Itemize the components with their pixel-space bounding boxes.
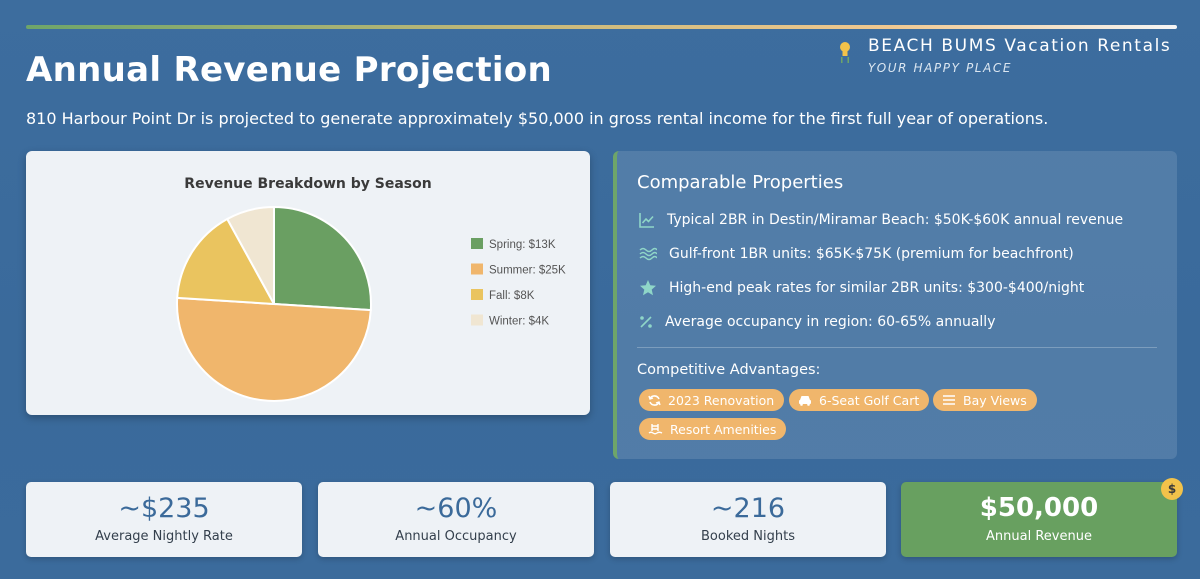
stat-value: ~60% <box>414 493 498 524</box>
advantages-title: Competitive Advantages: <box>637 362 821 378</box>
lightbulb-icon <box>840 42 850 63</box>
comparable-item-text: Typical 2BR in Destin/Miramar Beach: $50… <box>667 212 1124 228</box>
stat-label: Annual Occupancy <box>395 529 517 544</box>
comparable-item: Gulf-front 1BR units: $65K-$75K (premium… <box>639 243 1074 265</box>
divider <box>637 347 1157 348</box>
legend-label-spring: Spring: $13K <box>489 239 556 251</box>
comparables-title: Comparable Properties <box>637 172 844 193</box>
stat-value: ~$235 <box>118 493 210 524</box>
waves-icon <box>943 395 955 405</box>
stat-label: Booked Nights <box>701 529 795 544</box>
chart-line-icon <box>639 213 654 228</box>
pie-slice-summer <box>176 296 372 402</box>
top-accent-bar <box>26 25 1177 29</box>
legend-swatch-summer <box>471 263 483 275</box>
stat-card-annual-revenue: $50,000 Annual Revenue $ <box>901 478 1183 557</box>
legend-swatch-fall <box>471 289 483 300</box>
legend-swatch-spring <box>471 238 483 249</box>
legend-swatch-winter <box>471 314 483 326</box>
pie-slice-spring <box>273 205 372 312</box>
pool-icon <box>648 423 663 434</box>
comparable-item: High-end peak rates for similar 2BR unit… <box>639 277 1084 299</box>
pie-slice-fall <box>176 217 276 306</box>
stat-card-booked-nights: ~216 Booked Nights <box>610 482 886 557</box>
legend-label-fall: Fall: $8K <box>489 290 535 302</box>
pie-slice-winter <box>225 205 275 305</box>
page-subtitle: 810 Harbour Point Dr is projected to gen… <box>26 109 1049 128</box>
comparable-item-text: Gulf-front 1BR units: $65K-$75K (premium… <box>669 246 1074 262</box>
advantage-badge-resort-amenities: Resort Amenities <box>639 418 787 440</box>
advantage-badge-renovation: 2023 Renovation <box>639 389 785 411</box>
advantage-badge-golf-cart: 6-Seat Golf Cart <box>789 389 930 411</box>
car-icon <box>799 396 811 406</box>
chart-title: Revenue Breakdown by Season <box>184 176 431 192</box>
percent-icon <box>640 316 652 328</box>
comparable-item-text: High-end peak rates for similar 2BR unit… <box>669 280 1085 296</box>
comparable-item: Average occupancy in region: 60-65% annu… <box>639 311 995 333</box>
stat-value: $50,000 <box>979 493 1099 523</box>
comparable-item: Typical 2BR in Destin/Miramar Beach: $50… <box>639 209 1123 231</box>
water-waves-icon <box>639 247 657 261</box>
refresh-icon <box>648 394 661 406</box>
dollar-coin-icon: $ <box>1161 478 1183 500</box>
stat-label: Annual Revenue <box>986 529 1092 544</box>
revenue-pie-chart: Revenue Breakdown by Season Spring: $13K… <box>176 176 566 402</box>
comparable-properties-card: Comparable Properties Typical 2BR in Des… <box>613 151 1177 459</box>
legend-label-summer: Summer: $25K <box>489 265 566 277</box>
stat-label: Average Nightly Rate <box>95 529 233 544</box>
advantage-label: 2023 Renovation <box>668 392 775 408</box>
stat-card-nightly-rate: ~$235 Average Nightly Rate <box>26 482 302 557</box>
revenue-chart-card: Revenue Breakdown by Season Spring: $13K… <box>26 151 590 415</box>
brand-tagline: YOUR HAPPY PLACE <box>868 61 1013 75</box>
advantage-label: Resort Amenities <box>670 421 777 437</box>
star-icon <box>640 280 656 296</box>
advantage-badge-bay-views: Bay Views <box>933 389 1037 411</box>
page-title: Annual Revenue Projection <box>26 50 553 90</box>
brand-name: BEACH BUMS Vacation Rentals <box>868 36 1172 56</box>
stat-value: ~216 <box>710 493 786 524</box>
advantage-label: Bay Views <box>963 392 1027 408</box>
legend-label-winter: Winter: $4K <box>489 316 549 328</box>
advantage-label: 6-Seat Golf Cart <box>819 392 920 408</box>
brand-logo: BEACH BUMS Vacation Rentals YOUR HAPPY P… <box>830 36 1170 80</box>
comparable-item-text: Average occupancy in region: 60-65% annu… <box>665 314 996 330</box>
stat-card-occupancy: ~60% Annual Occupancy <box>318 482 594 557</box>
